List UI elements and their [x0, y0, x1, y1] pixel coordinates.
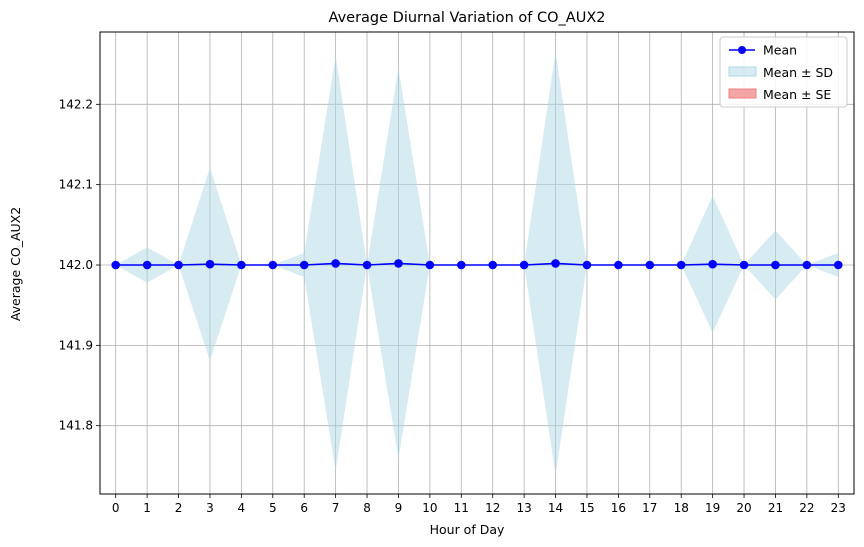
mean-marker [237, 260, 246, 270]
y-tick-label: 141.8 [59, 419, 93, 433]
legend-label-mean: Mean [763, 43, 797, 58]
legend-label-se: Mean ± SE [763, 87, 831, 102]
mean-marker [771, 260, 780, 270]
x-tick-label: 10 [422, 501, 437, 515]
markers [111, 259, 843, 270]
mean-marker [645, 260, 655, 270]
x-tick-label: 15 [579, 501, 594, 515]
x-tick-label: 7 [332, 501, 340, 515]
mean-marker [488, 260, 498, 270]
legend: Mean Mean ± SD Mean ± SE [719, 36, 848, 108]
mean-marker [394, 259, 403, 268]
mean-marker [111, 260, 121, 270]
sd-band [115, 52, 839, 475]
mean-marker [268, 260, 278, 270]
mean-marker [174, 260, 183, 270]
legend-sd-swatch [728, 66, 757, 77]
y-tick-label: 141.9 [59, 338, 93, 352]
mean-marker [551, 259, 560, 268]
mean-marker [582, 260, 592, 270]
mean-marker [519, 260, 529, 270]
x-tick-label: 20 [736, 501, 751, 515]
x-tick-label: 3 [206, 501, 214, 515]
x-axis-label: Hour of Day [430, 522, 505, 537]
mean-marker [708, 259, 717, 269]
legend-se-swatch [728, 88, 757, 99]
mean-marker [802, 260, 812, 270]
y-tick-label: 142.1 [59, 178, 93, 192]
x-tick-label: 18 [674, 501, 689, 515]
x-tick-label: 6 [300, 501, 308, 515]
chart-title: Average Diurnal Variation of CO_AUX2 [329, 10, 606, 26]
x-tick-label: 11 [454, 501, 469, 515]
x-tick-label: 23 [831, 501, 846, 515]
mean-marker [676, 260, 686, 270]
mean-marker [362, 260, 372, 270]
x-tick-label: 13 [516, 501, 531, 515]
x-tick-label: 14 [548, 501, 563, 515]
mean-marker [425, 260, 435, 270]
mean-marker [739, 260, 749, 270]
x-tick-label: 8 [363, 501, 371, 515]
mean-marker [205, 259, 215, 269]
x-tick-label: 16 [611, 501, 626, 515]
x-tick-label: 4 [238, 501, 246, 515]
legend-mean-marker [738, 46, 746, 54]
legend-label-sd: Mean ± SD [763, 65, 833, 80]
x-tick-label: 17 [642, 501, 657, 515]
mean-marker [331, 259, 340, 268]
series-lines [115, 262, 839, 266]
x-tick-label: 9 [395, 501, 403, 515]
mean-marker [456, 260, 466, 270]
mean-marker [614, 260, 623, 270]
x-tick-label: 1 [143, 501, 151, 515]
x-tick-label: 19 [705, 501, 720, 515]
y-axis-label: Average CO_AUX2 [8, 207, 23, 321]
x-tick-label: 22 [799, 501, 814, 515]
x-tick-label: 21 [768, 501, 783, 515]
mean-marker [142, 260, 152, 270]
y-tick-label: 142.2 [59, 97, 93, 111]
y-tick-label: 142.0 [59, 258, 93, 272]
bands [115, 52, 839, 475]
x-ticks: 0 1 2 3 4 5 6 7 8 9 10 11 12 13 14 15 16 17 18 19 20 21 22 23 [112, 494, 846, 515]
x-tick-label: 0 [112, 501, 120, 515]
plot-frame [99, 31, 855, 495]
mean-line [115, 262, 839, 266]
x-tick-label: 2 [175, 501, 183, 515]
mean-marker [299, 260, 309, 270]
x-tick-label: 12 [485, 501, 500, 515]
y-ticks: 141.8 141.9 142.0 142.1 142.2 [59, 97, 100, 433]
x-tick-label: 5 [269, 501, 277, 515]
mean-marker [833, 260, 843, 270]
